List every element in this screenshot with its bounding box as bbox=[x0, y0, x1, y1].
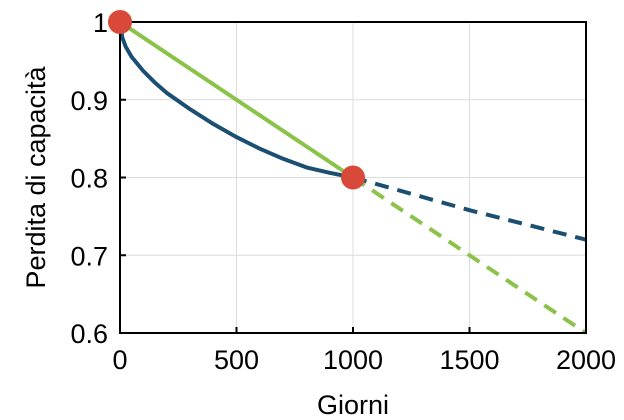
data-point-marker bbox=[108, 10, 132, 34]
y-tick-label: 0.8 bbox=[70, 164, 108, 194]
x-tick-label: 2000 bbox=[556, 345, 616, 375]
y-tick-label: 0.7 bbox=[70, 241, 108, 271]
y-tick-label: 0.6 bbox=[70, 319, 108, 349]
x-axis-label: Giorni bbox=[317, 390, 389, 420]
markers bbox=[108, 10, 365, 190]
x-tick-label: 1000 bbox=[323, 345, 383, 375]
green-dashed-line bbox=[351, 175, 588, 335]
y-axis-ticks: 0.6 0.7 0.8 0.9 1 bbox=[70, 8, 126, 349]
blue-solid-line bbox=[118, 21, 354, 180]
green-solid-line bbox=[118, 20, 355, 180]
y-axis-label: Perdita di capacità bbox=[21, 65, 51, 288]
series-lines bbox=[118, 20, 588, 335]
x-tick-label: 500 bbox=[214, 345, 259, 375]
x-tick-label: 0 bbox=[112, 345, 127, 375]
x-axis-ticks: 0 500 1000 1500 2000 bbox=[112, 327, 616, 375]
y-tick-label: 0.9 bbox=[70, 86, 108, 116]
y-tick-label: 1 bbox=[93, 8, 108, 38]
blue-dashed-line bbox=[352, 175, 587, 242]
data-point-marker bbox=[341, 165, 365, 190]
x-tick-label: 1500 bbox=[439, 345, 499, 375]
